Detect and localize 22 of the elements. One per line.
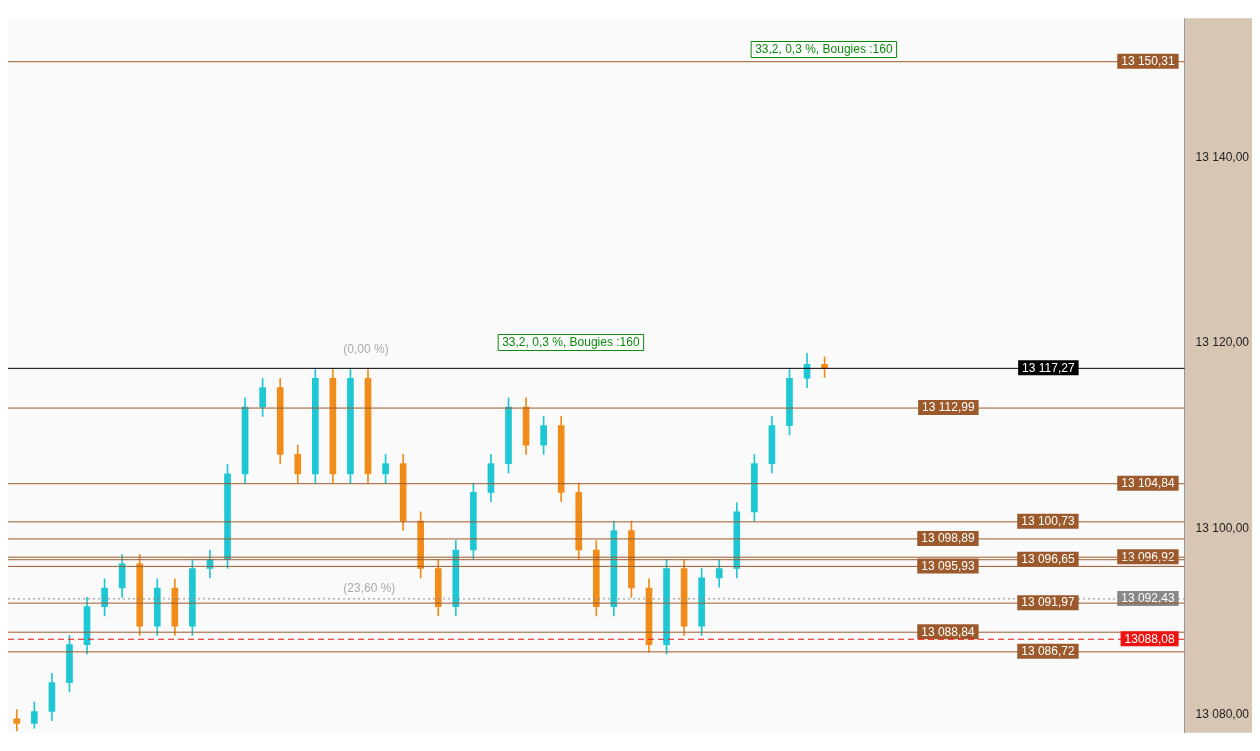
- annotation: 33,2, 0,3 %, Bougies :160: [755, 41, 893, 56]
- ref-line-label: 13 088,84: [921, 624, 975, 639]
- ref-line-label: 13 096,65: [1021, 552, 1075, 567]
- y-tick-label: 13 080,00: [1195, 706, 1250, 721]
- y-tick-label: 13 120,00: [1195, 335, 1250, 350]
- ref-line-label: 13 150,31: [1121, 54, 1175, 69]
- ref-line-label: 13 104,84: [1121, 476, 1175, 491]
- ref-line-label: 13 098,89: [921, 531, 975, 546]
- ref-line-label: 13 092,43: [1121, 591, 1175, 606]
- ref-line-label: 13 091,97: [1021, 595, 1075, 610]
- ref-line-label: 13 100,73: [1021, 514, 1075, 529]
- ref-line-label: 13 086,72: [1021, 644, 1075, 659]
- ref-line-label: 13088,08: [1124, 631, 1175, 646]
- ref-line-label: 13 117,27: [1022, 360, 1075, 375]
- y-tick-label: 13 100,00: [1195, 520, 1250, 535]
- annotation: (0,00 %): [343, 341, 389, 356]
- ref-line-label: 13 112,99: [922, 400, 975, 415]
- annotation: (23,60 %): [343, 581, 396, 596]
- ref-line-label: 13 096,92: [1121, 549, 1175, 564]
- ref-line-label: 13 095,93: [921, 558, 975, 573]
- y-tick-label: 13 140,00: [1195, 149, 1250, 164]
- annotation: 33,2, 0,3 %, Bougies :160: [502, 334, 640, 349]
